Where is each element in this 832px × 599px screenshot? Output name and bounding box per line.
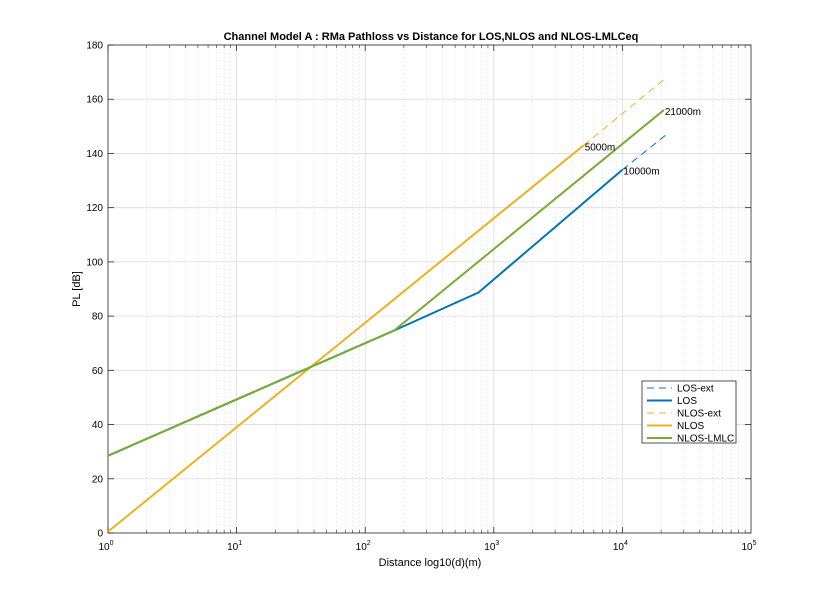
y-axis-label: PL [dB]	[71, 271, 83, 307]
x-tick-label: 101	[227, 540, 242, 553]
y-tick-label: 60	[92, 366, 104, 377]
plot-area	[107, 44, 752, 534]
y-tick-label: 40	[92, 420, 104, 431]
grid-lines	[107, 44, 751, 534]
legend-label-los-ext: LOS-ext	[677, 384, 714, 395]
y-tick-label: 100	[86, 257, 103, 268]
series-los-ext-line	[622, 134, 667, 171]
annotations: 5000m 10000m 21000m	[585, 107, 701, 178]
x-tick-exponent: 4	[624, 540, 628, 547]
series-nlos-line	[107, 144, 585, 533]
y-tick-label: 80	[92, 312, 104, 323]
series-nlos-ext-line	[583, 77, 667, 146]
x-tick-base: 10	[484, 542, 496, 553]
y-tick-label: 180	[86, 41, 103, 52]
y-tick-labels: 0 20 40 60 80 100 120 140 160 180	[86, 41, 103, 540]
x-tick-labels: 100 101 102 103 104 105	[98, 540, 756, 553]
x-tick-base: 10	[356, 542, 368, 553]
x-tick-label: 100	[98, 540, 113, 553]
y-tick-label: 0	[97, 529, 103, 540]
legend-label-nlos-ext: NLOS-ext	[677, 409, 721, 420]
legend-box	[641, 380, 737, 444]
x-tick-exponent: 1	[238, 540, 242, 547]
x-tick-label: 105	[741, 540, 756, 553]
y-tick-label: 120	[86, 203, 103, 214]
series-nlos-lmlc-line	[107, 109, 665, 457]
x-tick-base: 10	[227, 542, 239, 553]
distance-annotation: 10000m	[623, 167, 659, 178]
series-lines	[107, 77, 667, 533]
x-tick-label: 104	[613, 540, 628, 553]
x-tick-label: 102	[356, 540, 371, 553]
y-tick-label: 160	[86, 95, 103, 106]
x-tick-exponent: 0	[110, 540, 114, 547]
axis-ticks	[107, 44, 751, 534]
x-tick-label: 103	[484, 540, 499, 553]
x-axis-label: Distance log10(d)(m)	[379, 557, 482, 569]
x-tick-exponent: 3	[495, 540, 499, 547]
distance-annotation: 21000m	[665, 107, 701, 118]
x-tick-base: 10	[613, 542, 625, 553]
x-tick-base: 10	[98, 542, 110, 553]
chart-title: Channel Model A : RMa Pathloss vs Distan…	[224, 31, 639, 43]
legend-label-nlos-lmlc: NLOS-LMLC	[677, 434, 734, 445]
legend-label-los: LOS	[677, 396, 697, 407]
distance-annotation: 5000m	[585, 142, 616, 153]
x-tick-exponent: 5	[753, 540, 757, 547]
y-tick-label: 140	[86, 149, 103, 160]
legend-label-nlos: NLOS	[677, 421, 705, 432]
x-tick-base: 10	[741, 542, 753, 553]
y-tick-label: 20	[92, 474, 104, 485]
x-tick-exponent: 2	[367, 540, 371, 547]
